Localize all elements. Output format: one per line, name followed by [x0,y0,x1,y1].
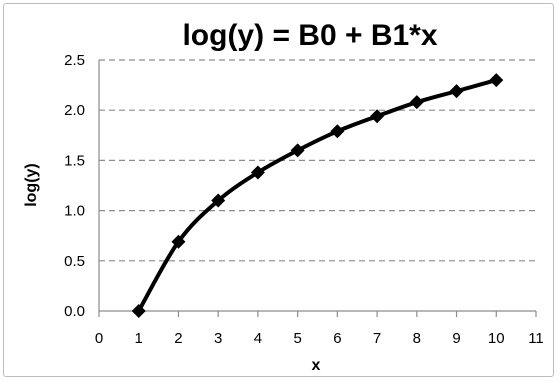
y-axis-ticks: 0.0 0.5 1.0 1.5 2.0 2.5 [64,52,85,320]
x-tick-label: 0 [95,330,103,347]
x-tick-label: 9 [452,330,460,347]
data-point-marker [290,143,305,158]
x-tick-label: 6 [333,330,341,347]
chart-title: log(y) = B0 + B1*x [182,19,437,52]
y-axis-label: log(y) [23,163,40,207]
y-tick-label: 2.0 [64,102,85,119]
x-axis-label: x [312,357,321,374]
y-tick-label: 0.5 [64,253,85,270]
x-tick-label: 11 [528,330,544,347]
chart-frame [3,3,554,377]
y-tick-label: 1.5 [64,152,85,169]
x-tick-label: 4 [254,330,262,347]
data-point-marker [171,234,186,249]
data-point-marker [409,95,424,110]
series-line [136,78,497,312]
data-point-marker [131,304,146,318]
x-tick-label: 3 [214,330,222,347]
x-tick-label: 1 [135,330,143,347]
x-tick-label: 7 [373,330,381,347]
x-axis-ticks: 0 1 2 3 4 5 6 7 8 9 10 11 [95,311,544,347]
x-tick-label: 2 [174,330,182,347]
data-point-marker [330,124,345,139]
data-point-marker [449,84,464,99]
x-tick-label: 10 [488,330,505,347]
x-tick-label: 5 [293,330,301,347]
data-point-marker [489,73,504,88]
y-tick-label: 1.0 [64,203,85,220]
y-tick-label: 0.0 [64,303,85,320]
data-point-marker [211,193,226,208]
x-tick-label: 8 [413,330,421,347]
series-group [131,73,504,318]
y-tick-label: 2.5 [64,52,85,69]
data-point-marker [370,109,385,124]
plot-area [98,60,536,312]
data-point-marker [250,165,265,180]
gridlines [99,59,536,262]
